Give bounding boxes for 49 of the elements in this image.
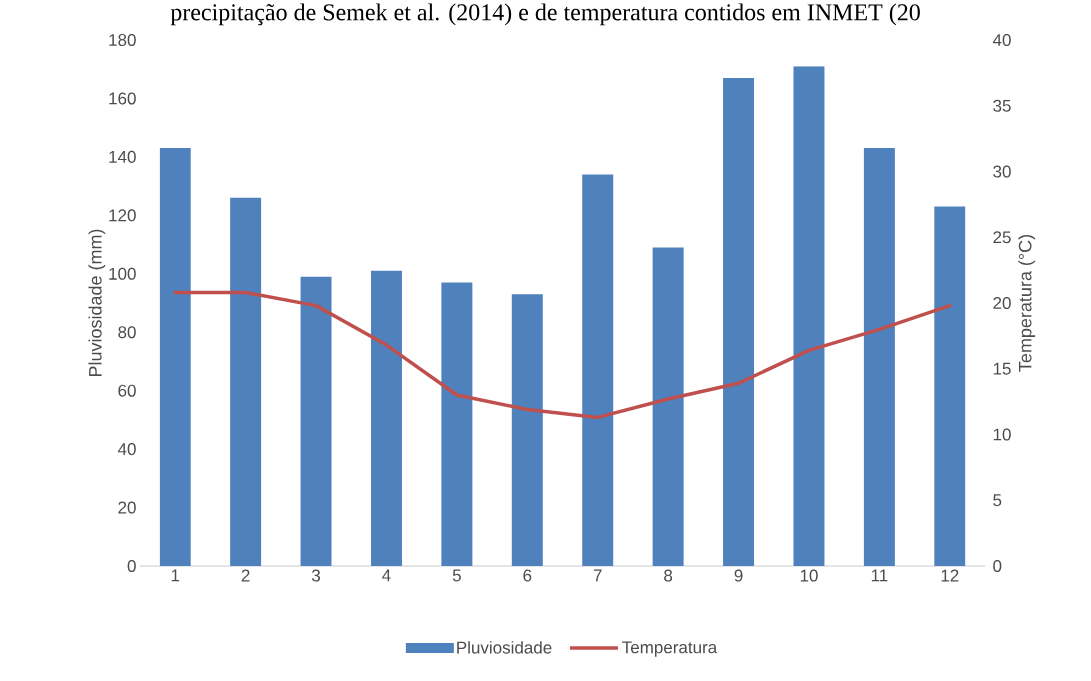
y2-tick-label: 20 [993,296,1011,310]
bar [159,148,191,566]
bar [863,148,895,566]
bar [582,174,614,566]
x-tick-label: 3 [311,569,321,582]
y-tick-label: 180 [109,33,136,47]
x-tick-label: 6 [523,569,532,582]
y2-axis-title: Temperatura (°C) [1018,235,1036,372]
y2-tick-label: 25 [993,231,1011,244]
bar [652,247,684,566]
bar [511,294,543,566]
y-tick-label: 60 [118,384,136,397]
bar [723,77,755,566]
legend-label: Pluviosidade [457,641,552,654]
y-axis-title: Pluviosidade (mm) [88,229,106,377]
x-tick-label: 2 [241,569,250,582]
legend-label: Temperatura [622,641,718,657]
y-tick-label: 160 [109,92,136,105]
y2-tick-label: 35 [993,99,1011,112]
x-tick-label: 9 [734,569,743,582]
x-tick-label: 10 [800,569,818,582]
y2-tick-label: 30 [993,165,1011,178]
text: precipitação de Semek et al. (2014) e de temperatura contidos em INMET (20 [170,3,920,26]
y2-tick-label: 40 [992,33,1011,47]
x-tick-label: 5 [452,569,461,582]
x-tick-label: 1 [171,569,180,582]
bar [441,282,473,566]
y2-tick-label: 0 [993,559,1002,573]
bar [230,197,262,566]
x-tick-label: 4 [382,569,391,582]
line-series [173,290,952,420]
y2-tick-label: 15 [993,362,1011,375]
y-tick-label: 100 [109,267,136,280]
y-tick-label: 80 [118,326,136,339]
x-tick-label: 11 [871,569,888,582]
bar [793,66,825,566]
y2-tick-label: 5 [993,494,1002,507]
y-tick-label: 0 [127,559,136,573]
x-tick-label: 7 [593,569,602,582]
bar [370,270,402,566]
y2-tick-label: 10 [993,428,1011,441]
y-tick-label: 40 [117,443,136,456]
bar [934,206,966,566]
y-tick-label: 120 [109,209,136,222]
x-tick-label: 8 [664,569,673,582]
y-tick-label: 140 [109,150,136,163]
x-tick-label: 12 [941,569,959,582]
bar [300,276,332,566]
y-tick-label: 20 [118,501,136,514]
